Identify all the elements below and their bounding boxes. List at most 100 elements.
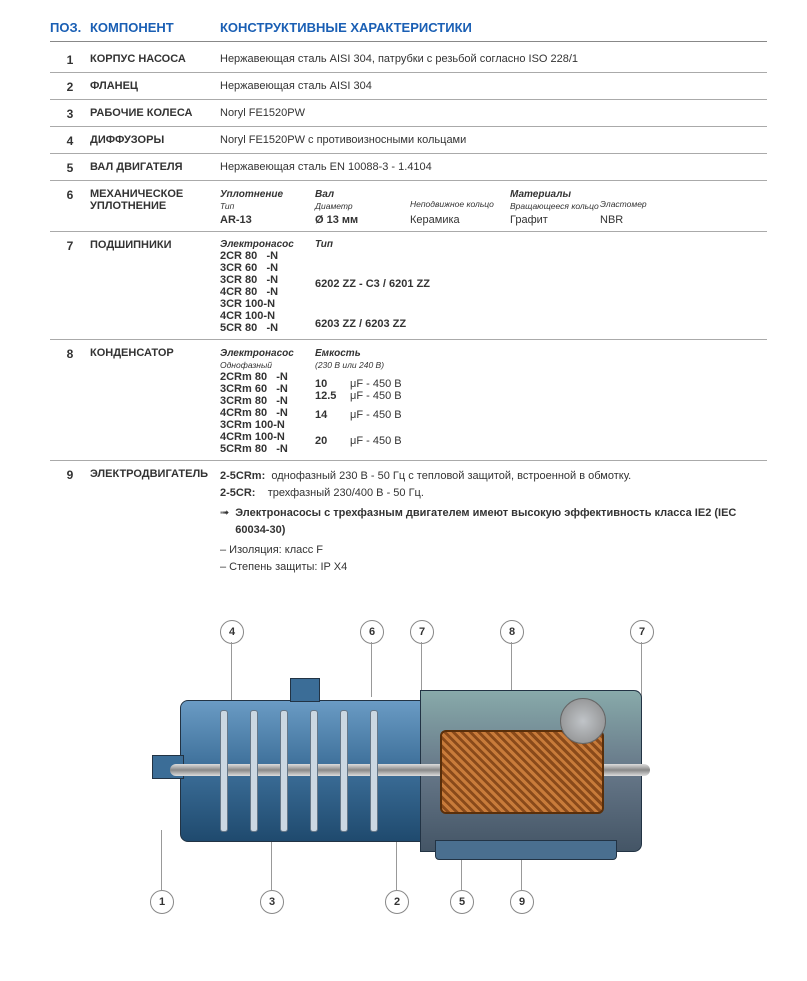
leader-line [641,642,642,702]
capacitor-block: ЭлектронасосОднофазный Емкость(230 В или… [220,345,767,455]
table-row-seal: 6 МЕХАНИЧЕСКОЕ УПЛОТНЕНИЕ УплотнениеТип … [50,181,767,232]
row-component: КОРПУС НАСОСА [90,51,220,65]
row-characteristic: Noryl FE1520PW [220,105,767,119]
seal-val-rotating: Графит [510,212,600,226]
pump-impeller [280,710,288,832]
pump-model: 3CRm 60 -N [220,383,315,395]
callout-bubble: 8 [500,620,524,644]
motor-line2-lead: 2-5CR: [220,487,255,499]
capacitor-icon [560,698,606,744]
row-characteristic: Нержавеющая сталь AISI 304, патрубки с р… [220,51,767,65]
pump-model: 2CRm 80 -N [220,371,315,383]
seal-head-elastomer: Эластомер [600,199,647,209]
motor-protection: – Степень защиты: IP X4 [220,559,767,576]
seal-head-rotating: Вращающееся кольцо [510,201,599,211]
pump-model: 3CRm 80 -N [220,395,315,407]
motor-ie2-note: Электронасосы с трехфазным двигателем им… [235,505,767,538]
row-number: 5 [50,159,90,175]
pump-model: 5CRm 80 -N [220,443,315,455]
pump-impeller [220,710,228,832]
callout-bubble: 5 [450,890,474,914]
seal-head-shaft: Вал [315,189,334,200]
row-number: 9 [50,466,90,482]
callout-bubble: 1 [150,890,174,914]
row-number: 3 [50,105,90,121]
pump-model: 3CRm 100-N [220,419,315,431]
callout-bubble: 7 [410,620,434,644]
row-characteristic: Noryl FE1520PW с противоизносными кольца… [220,132,767,146]
row-component: РАБОЧИЕ КОЛЕСА [90,105,220,119]
pump-model: 2CR 80 -N [220,250,315,262]
cap-head-capacity-sub: (230 В или 240 В) [315,360,384,370]
callout-bubble: 2 [385,890,409,914]
header-poz: ПОЗ. [50,20,90,35]
motor-insulation: – Изоляция: класс F [220,542,767,559]
motor-line1-lead: 2-5CRm: [220,470,265,482]
header-characteristics: КОНСТРУКТИВНЫЕ ХАРАКТЕРИСТИКИ [220,20,767,35]
table-row: 4 ДИФФУЗОРЫ Noryl FE1520PW с противоизно… [50,127,767,154]
cap-value: 10 [315,378,350,390]
callout-bubble: 4 [220,620,244,644]
pump-body [180,690,640,850]
seal-val-diam: Ø 13 мм [315,212,410,226]
cap-unit: μF - 450 В [350,435,767,447]
arrow-icon: ➟ [220,505,229,538]
seal-head-shaft-sub: Диаметр [315,201,353,211]
row-component: ЭЛЕКТРОДВИГАТЕЛЬ [90,466,220,480]
callout-bubble: 9 [510,890,534,914]
row-component: ПОДШИПНИКИ [90,237,220,251]
table-row: 2 ФЛАНЕЦ Нержавеющая сталь AISI 304 [50,73,767,100]
pump-foot [435,840,617,860]
seal-val-static: Керамика [410,212,510,226]
cap-value: 20 [315,435,350,447]
row-number: 7 [50,237,90,253]
leader-line [511,642,512,692]
motor-block: 2-5CRm: однофазный 230 В - 50 Гц с тепло… [220,466,767,575]
row-number: 8 [50,345,90,361]
pump-impeller [370,710,378,832]
seal-head-type-sub: Тип [220,201,234,211]
outlet-port [290,678,320,702]
row-number: 1 [50,51,90,67]
row-component: МЕХАНИЧЕСКОЕ УПЛОТНЕНИЕ [90,186,220,212]
leader-line [421,642,422,697]
pump-impeller [310,710,318,832]
table-row-motor: 9 ЭЛЕКТРОДВИГАТЕЛЬ 2-5CRm: однофазный 23… [50,461,767,580]
bearings-head-type: Тип [315,239,767,250]
seal-val-elastomer: NBR [600,212,670,226]
leader-line [371,642,372,697]
table-row: 1 КОРПУС НАСОСА Нержавеющая сталь AISI 3… [50,46,767,73]
row-number: 6 [50,186,90,202]
pump-model: 4CR 100-N [220,310,315,322]
leader-line [161,830,162,890]
bearings-head-pump: Электронасос [220,239,315,250]
row-component: ВАЛ ДВИГАТЕЛЯ [90,159,220,173]
cap-value: 12.5 [315,390,350,402]
row-component: КОНДЕНСАТОР [90,345,220,359]
table-row-capacitor: 8 КОНДЕНСАТОР ЭлектронасосОднофазный Емк… [50,340,767,461]
seal-head-materials: Материалы [510,189,571,200]
cap-head-pump-sub: Однофазный [220,360,272,370]
seal-val-type: AR-13 [220,212,315,226]
row-characteristic: Нержавеющая сталь EN 10088-3 - 1.4104 [220,159,767,173]
pump-impeller [340,710,348,832]
cap-unit: μF - 450 В [350,378,767,390]
pump-model: 3CR 60 -N [220,262,315,274]
table-row-bearings: 7 ПОДШИПНИКИ Электронасос Тип 2CR 80 -N … [50,232,767,340]
pump-model: 3CR 80 -N [220,274,315,286]
bearing-type: 6202 ZZ - C3 / 6201 ZZ [315,278,767,290]
seal-head-static: Неподвижное кольцо [410,199,494,209]
pump-model: 3CR 100-N [220,298,315,310]
table-header: ПОЗ. КОМПОНЕНТ КОНСТРУКТИВНЫЕ ХАРАКТЕРИС… [50,20,767,42]
table-row: 3 РАБОЧИЕ КОЛЕСА Noryl FE1520PW [50,100,767,127]
pump-model: 4CRm 100-N [220,431,315,443]
seal-head-type: Уплотнение [220,189,283,200]
bearing-type: 6203 ZZ / 6203 ZZ [315,318,767,330]
row-number: 4 [50,132,90,148]
row-component: ФЛАНЕЦ [90,78,220,92]
seal-block: УплотнениеТип ВалДиаметр Неподвижное кол… [220,186,767,226]
motor-line1-text: однофазный 230 В - 50 Гц с тепловой защи… [271,470,631,482]
page: ПОЗ. КОМПОНЕНТ КОНСТРУКТИВНЫЕ ХАРАКТЕРИС… [0,0,807,940]
pump-model: 4CRm 80 -N [220,407,315,419]
cap-unit: μF - 450 В [350,390,767,402]
